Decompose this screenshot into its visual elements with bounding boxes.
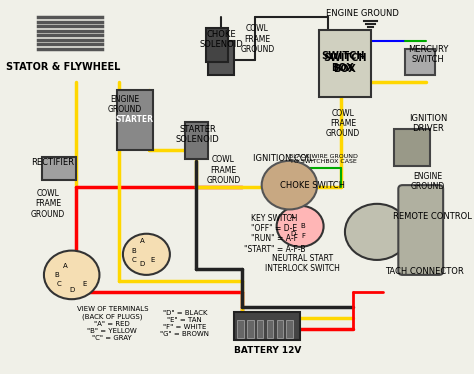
FancyBboxPatch shape (319, 30, 371, 97)
Text: D: D (69, 287, 74, 293)
FancyBboxPatch shape (206, 28, 228, 62)
Text: REMOTE CONTROL: REMOTE CONTROL (393, 212, 472, 221)
Text: STARTER: STARTER (116, 115, 154, 124)
Text: COWL
FRAME
GROUND: COWL FRAME GROUND (31, 189, 65, 219)
Text: COWL
FRAME
GROUND: COWL FRAME GROUND (326, 108, 360, 138)
Text: ENGINE
GROUND: ENGINE GROUND (411, 172, 446, 191)
FancyBboxPatch shape (237, 320, 244, 338)
FancyBboxPatch shape (42, 157, 76, 180)
Text: TACH CONNECTOR: TACH CONNECTOR (384, 267, 463, 276)
Text: KEY SWITCH
"OFF" = D-E
"RUN" = A-F
"START" = A-F-B: KEY SWITCH "OFF" = D-E "RUN" = A-F "STAR… (244, 214, 305, 254)
Text: BLACK WIRE GROUND
TO SWITCHBOX CASE: BLACK WIRE GROUND TO SWITCHBOX CASE (289, 154, 358, 164)
FancyBboxPatch shape (286, 320, 293, 338)
Text: SWITCH
BOX: SWITCH BOX (323, 53, 367, 74)
Text: B: B (300, 223, 305, 229)
Text: COWL
FRAME
GROUND: COWL FRAME GROUND (240, 24, 274, 54)
Text: C: C (131, 257, 136, 263)
Text: IGNITION COIL: IGNITION COIL (253, 154, 313, 163)
FancyBboxPatch shape (394, 129, 430, 166)
Text: SWITCH
BOX: SWITCH BOX (321, 51, 365, 73)
Text: NEUTRAL START
INTERLOCK SWITCH: NEUTRAL START INTERLOCK SWITCH (265, 254, 340, 273)
Circle shape (262, 161, 317, 209)
FancyBboxPatch shape (405, 49, 435, 75)
Text: C: C (56, 281, 61, 287)
Circle shape (123, 234, 170, 275)
Text: MERCURY
SWITCH: MERCURY SWITCH (408, 45, 448, 64)
FancyBboxPatch shape (398, 185, 443, 275)
Text: D: D (290, 231, 295, 237)
Text: RECTIFIER: RECTIFIER (31, 158, 74, 167)
FancyBboxPatch shape (185, 122, 208, 159)
Text: A: A (290, 214, 295, 220)
FancyBboxPatch shape (117, 90, 153, 150)
Text: A: A (63, 263, 68, 269)
FancyBboxPatch shape (247, 320, 254, 338)
FancyBboxPatch shape (257, 320, 264, 338)
Text: F: F (301, 233, 305, 239)
Text: "D" = BLACK
"E" = TAN
"F" = WHITE
"G" = BROWN: "D" = BLACK "E" = TAN "F" = WHITE "G" = … (160, 310, 210, 337)
Text: ENGINE
GROUND: ENGINE GROUND (108, 95, 142, 114)
Text: B: B (55, 272, 59, 278)
Text: IGNITION
DRIVER: IGNITION DRIVER (409, 114, 447, 133)
Text: E: E (151, 257, 155, 263)
FancyBboxPatch shape (277, 320, 283, 338)
FancyBboxPatch shape (267, 320, 273, 338)
FancyBboxPatch shape (208, 41, 234, 75)
Circle shape (345, 204, 409, 260)
Text: COWL
FRAME
GROUND: COWL FRAME GROUND (206, 155, 240, 185)
Circle shape (44, 251, 100, 299)
FancyBboxPatch shape (234, 312, 300, 340)
Text: STATOR & FLYWHEEL: STATOR & FLYWHEEL (6, 62, 120, 72)
Text: VIEW OF TERMINALS
(BACK OF PLUGS)
"A" = RED
"B" = YELLOW
"C" = GRAY: VIEW OF TERMINALS (BACK OF PLUGS) "A" = … (76, 306, 148, 341)
Text: ENGINE GROUND: ENGINE GROUND (326, 9, 399, 18)
Text: BATTERY 12V: BATTERY 12V (234, 346, 301, 355)
Text: CHOKE SWITCH: CHOKE SWITCH (281, 181, 346, 190)
Circle shape (277, 206, 324, 247)
Text: E: E (82, 281, 87, 287)
Text: B: B (131, 248, 136, 254)
Text: A: A (140, 238, 145, 244)
Text: D: D (139, 261, 145, 267)
Text: CHOKE
SOLENOID: CHOKE SOLENOID (199, 30, 243, 49)
Text: STARTER
SOLENOID: STARTER SOLENOID (176, 125, 219, 144)
